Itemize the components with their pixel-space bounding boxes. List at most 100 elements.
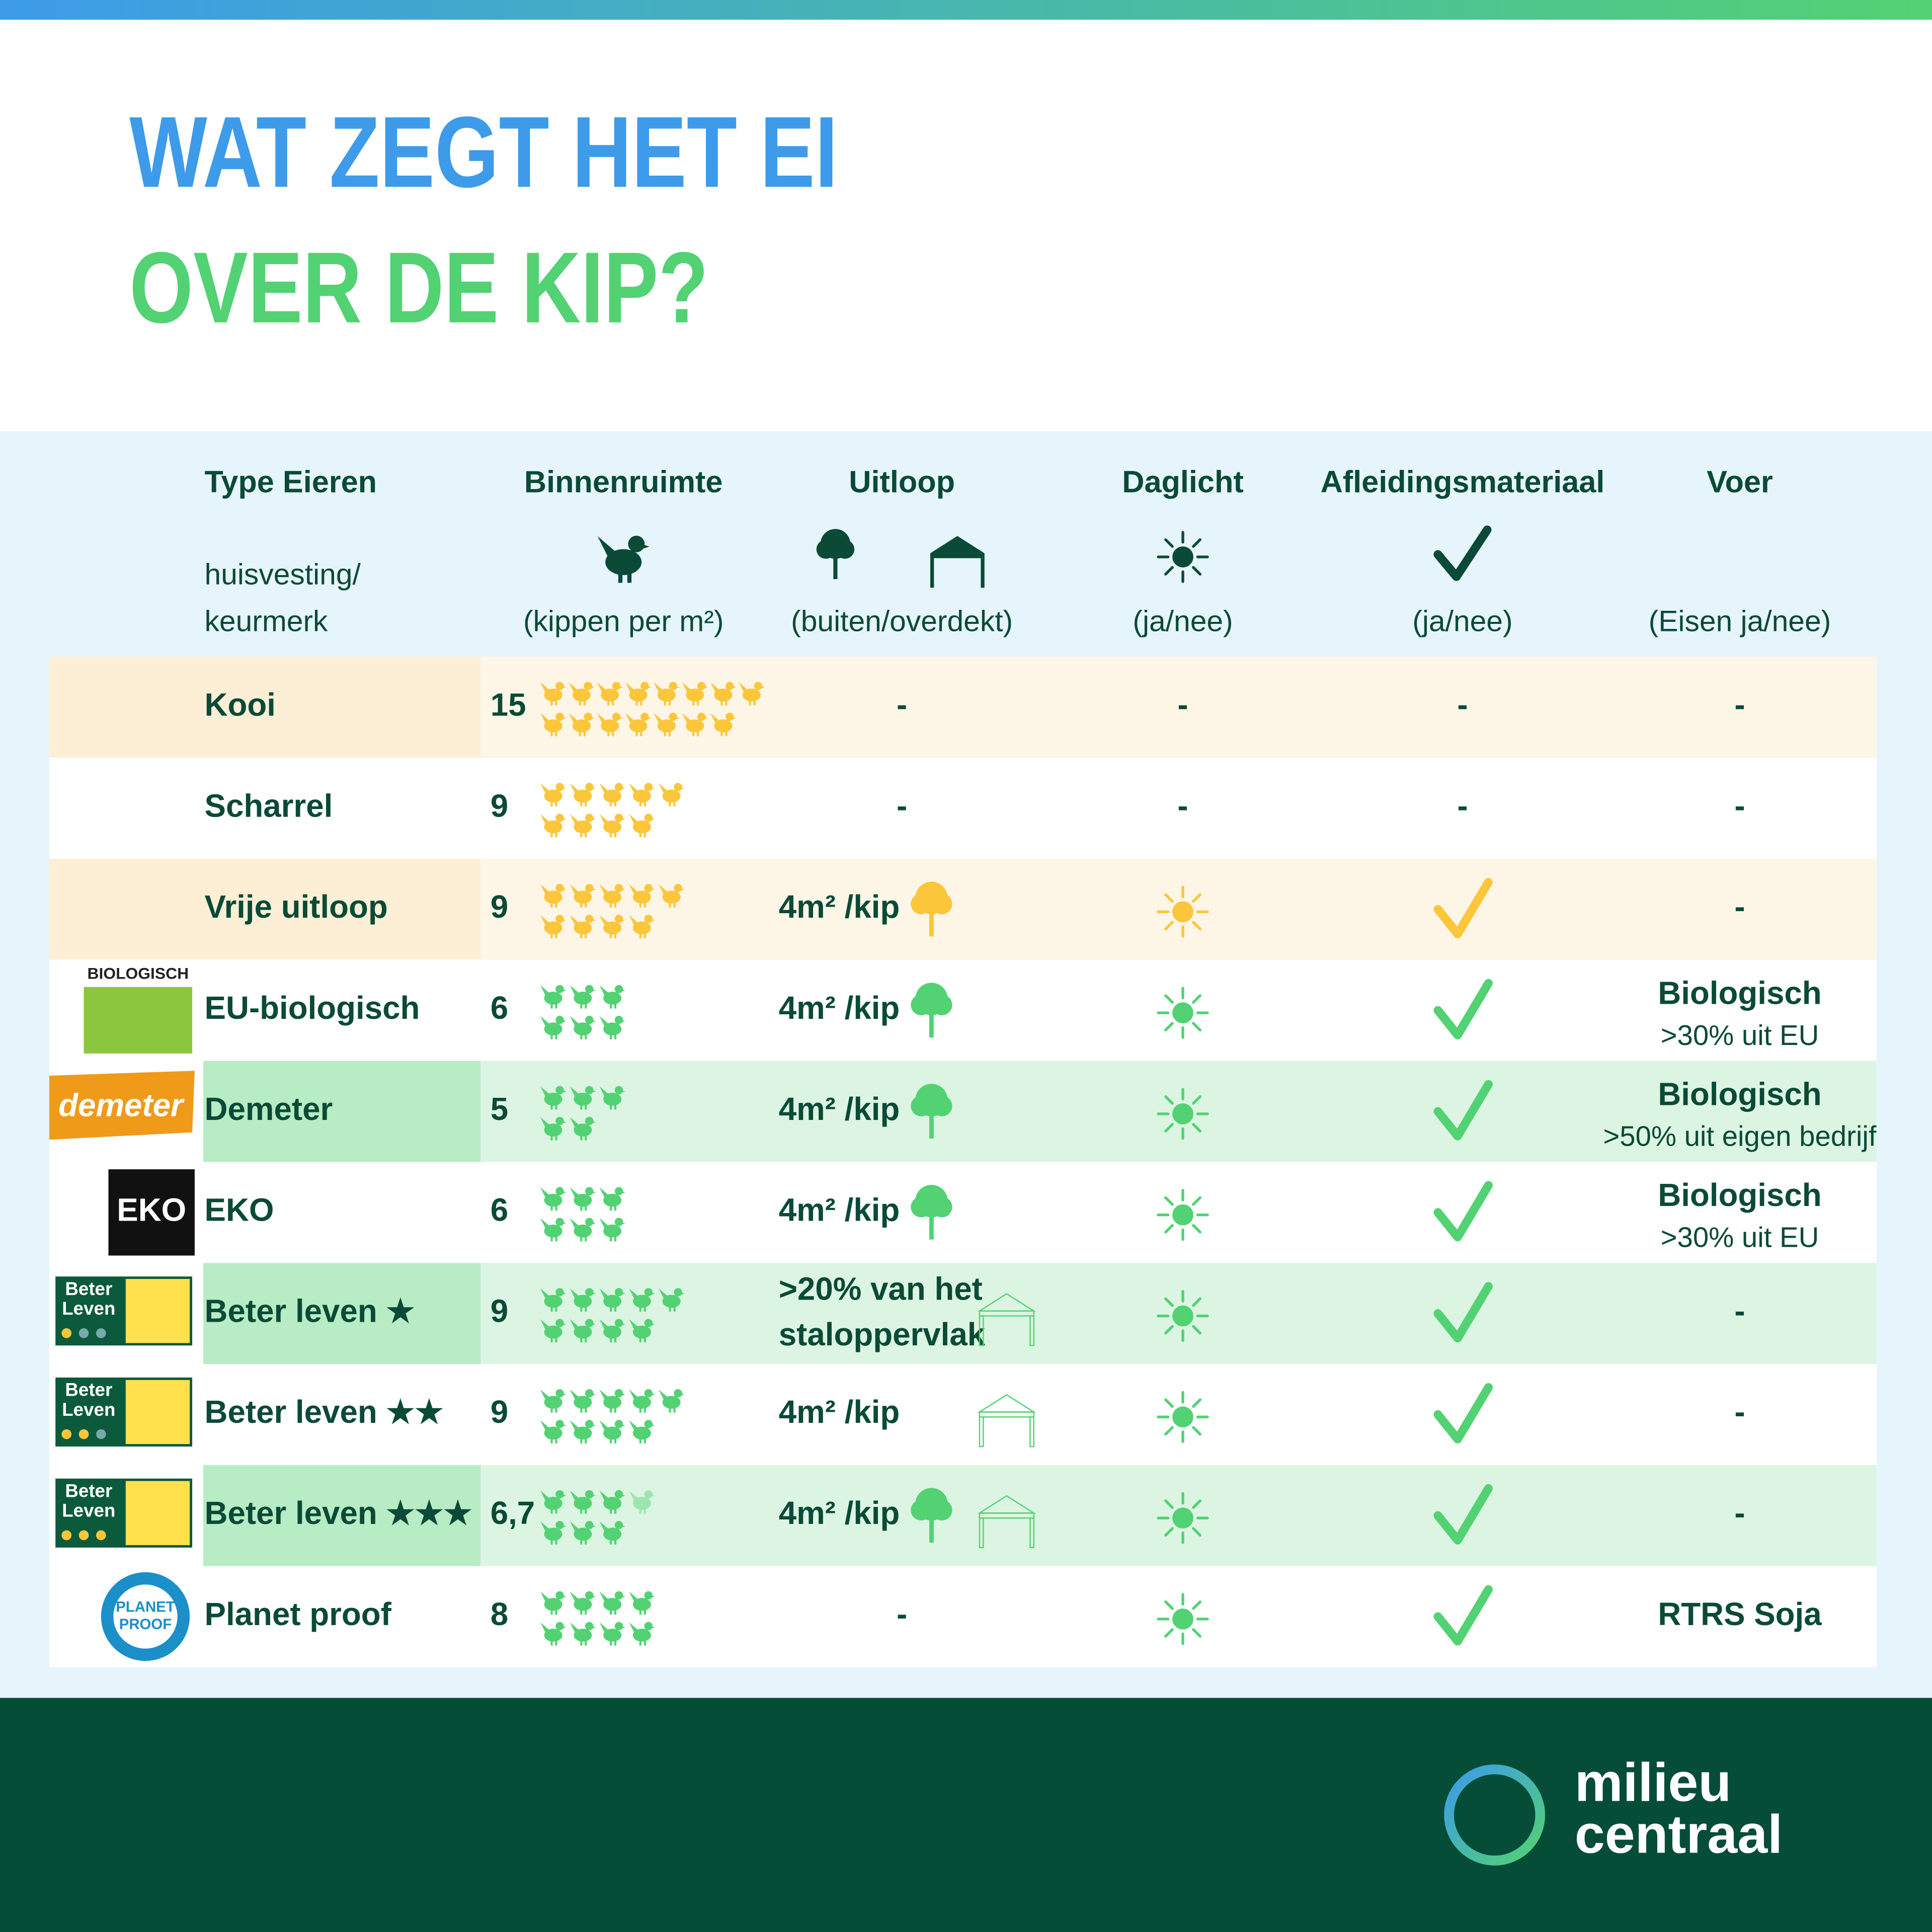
density: 6	[491, 1192, 508, 1228]
name-cell-bg	[203, 1061, 481, 1162]
title: OVER DE KIP?	[129, 231, 708, 344]
logo-star	[78, 1530, 89, 1541]
logo-text: demeter	[58, 1087, 185, 1123]
logo	[125, 1279, 190, 1343]
icon-sun	[1158, 1392, 1208, 1441]
logo-text: PROOF	[119, 1616, 172, 1633]
logo	[125, 1380, 190, 1444]
name-cell-bg	[203, 1465, 481, 1566]
feed: >50% uit eigen bedrijf	[1603, 1120, 1877, 1152]
logo-text: Beter	[65, 1278, 112, 1299]
column-title: Uitloop	[849, 465, 955, 499]
logo-text: Beter	[65, 1380, 112, 1400]
logo-text: PLANET	[116, 1599, 175, 1616]
logo-text: Leven	[62, 1298, 115, 1319]
icon-check	[1433, 525, 1492, 581]
icon-check	[1433, 1181, 1493, 1242]
icon-check	[1433, 1282, 1493, 1343]
egg-type: Beter leven ★★	[205, 1394, 444, 1430]
logo-star	[78, 1328, 89, 1338]
icon-check	[1433, 979, 1493, 1039]
outdoor: 4m² /kip	[779, 889, 900, 925]
egg-type: Vrije uitloop	[205, 889, 388, 925]
logo	[49, 1071, 195, 1140]
density: 6	[491, 990, 508, 1026]
daylight: -	[1177, 788, 1188, 824]
outdoor: 4m² /kip	[779, 990, 900, 1026]
feed: Biologisch	[1658, 976, 1821, 1011]
outdoor: 4m² /kip	[779, 1394, 900, 1430]
egg-type: Kooi	[205, 687, 276, 723]
density: 9	[491, 1293, 508, 1329]
logo-text: BIOLOGISCH	[87, 964, 189, 983]
enrichment: -	[1457, 788, 1468, 824]
egg-type: Scharrel	[205, 788, 333, 824]
column-subtitle: huisvesting/	[205, 558, 361, 591]
density: 6,7	[491, 1495, 535, 1531]
daylight: -	[1177, 687, 1188, 723]
icon-sun	[1158, 1089, 1208, 1139]
logo-star	[96, 1530, 106, 1541]
column-subtitle: (kippen per m²)	[523, 605, 723, 638]
logo	[125, 1481, 190, 1546]
feed: RTRS Soja	[1658, 1596, 1822, 1632]
logo-star	[78, 1429, 89, 1439]
logo-star	[96, 1429, 106, 1439]
icon-check	[1433, 1080, 1493, 1141]
name-cell-bg	[49, 858, 481, 960]
egg-type: EU-biologisch	[205, 990, 420, 1026]
icon-sun	[1158, 887, 1208, 936]
column-subtitle: keurmerk	[205, 605, 329, 638]
row-bg	[49, 1162, 1877, 1263]
egg-type: EKO	[205, 1192, 274, 1228]
logo-star	[61, 1429, 72, 1439]
feed: -	[1734, 1293, 1745, 1329]
column-title: Voer	[1707, 465, 1773, 499]
logo-star	[96, 1328, 106, 1338]
icon-check	[1433, 1484, 1493, 1545]
density: 8	[491, 1596, 508, 1632]
density: 9	[491, 788, 508, 824]
outdoor: -	[897, 1596, 907, 1632]
feed: Biologisch	[1658, 1076, 1821, 1112]
name-cell-bg	[203, 1263, 481, 1364]
logo-star	[61, 1328, 72, 1338]
icon-sun	[1158, 1292, 1208, 1341]
feed: >30% uit EU	[1661, 1019, 1819, 1051]
icon-sun	[1158, 1190, 1208, 1240]
logo-text: Beter	[65, 1480, 112, 1501]
name-cell-bg	[49, 657, 481, 758]
density: 9	[491, 1394, 508, 1430]
outdoor: 4m² /kip	[779, 1091, 900, 1127]
brand-name: centraal	[1575, 1803, 1783, 1864]
column-subtitle: (ja/nee)	[1133, 605, 1233, 638]
icon-check	[1433, 877, 1493, 938]
feed: Biologisch	[1658, 1177, 1821, 1213]
egg-type: Beter leven ★★★	[205, 1495, 472, 1531]
title: WAT ZEGT HET EI	[129, 95, 838, 208]
outdoor: 4m² /kip	[779, 1192, 900, 1228]
egg-type: Beter leven ★	[205, 1293, 415, 1329]
outdoor: -	[897, 788, 907, 824]
egg-type: Demeter	[205, 1091, 333, 1127]
footer	[0, 1698, 1932, 1932]
column-title: Binnenruimte	[524, 465, 723, 499]
row-bg	[49, 1364, 1877, 1465]
row-bg	[49, 758, 1877, 859]
logo-text: Leven	[62, 1399, 115, 1420]
density: 15	[491, 687, 526, 723]
logo-text: EKO	[117, 1192, 186, 1228]
outdoor: -	[897, 687, 907, 723]
column-subtitle: (buiten/overdekt)	[791, 605, 1013, 638]
column-title: Afleidingsmateriaal	[1321, 465, 1605, 499]
icon-sun	[1158, 1493, 1208, 1543]
brand-logo	[1444, 1764, 1546, 1866]
icon-check	[1433, 1585, 1493, 1646]
feed: -	[1734, 1495, 1745, 1531]
icon-check	[1433, 1383, 1493, 1443]
logo	[113, 1584, 178, 1649]
column-subtitle: (ja/nee)	[1412, 605, 1512, 638]
logo	[84, 987, 193, 1054]
icon-sun	[1158, 532, 1208, 582]
